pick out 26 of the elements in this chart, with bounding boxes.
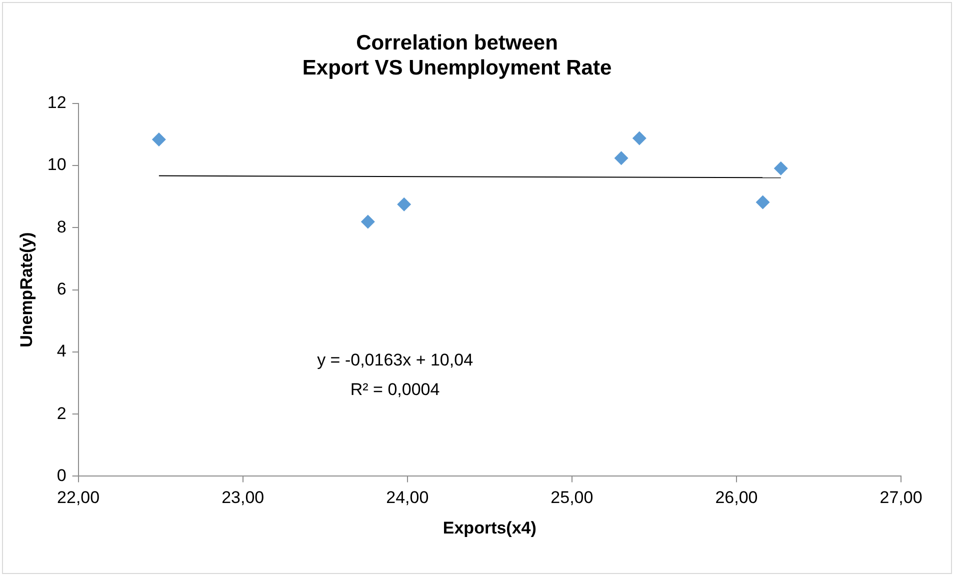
x-tick-label: 26,00: [715, 488, 758, 508]
point: [397, 197, 412, 212]
annotation: R² = 0,0004: [350, 380, 440, 400]
y-tick-label: 0: [56, 466, 66, 485]
x-axis-title: Exports(x4): [442, 518, 536, 538]
point: [632, 131, 646, 146]
point: [756, 195, 770, 210]
y-axis-title: UnempRate(y): [16, 232, 36, 348]
point: [774, 161, 788, 176]
annotation: y = -0,0163x + 10,04: [317, 350, 474, 370]
x-tick-label: 24,00: [386, 488, 429, 508]
y-tick-label: 10: [47, 155, 66, 174]
x-tick-label: 25,00: [550, 488, 594, 508]
x-tick-label: 23,00: [222, 488, 264, 508]
point: [152, 132, 166, 146]
point: [614, 151, 628, 166]
y-tick-label: 12: [47, 93, 66, 112]
x-tick-label: 22,00: [57, 488, 100, 508]
y-tick-label: 2: [56, 404, 66, 423]
y-tick-label: 8: [56, 217, 66, 236]
y-tick-label: 4: [56, 342, 66, 361]
text: Correlation between: [356, 31, 558, 54]
point: [360, 214, 375, 229]
text: Export VS Unemployment Rate: [302, 56, 612, 80]
y-tick-label: 6: [56, 279, 66, 298]
x-tick-label: 27,00: [880, 488, 922, 508]
